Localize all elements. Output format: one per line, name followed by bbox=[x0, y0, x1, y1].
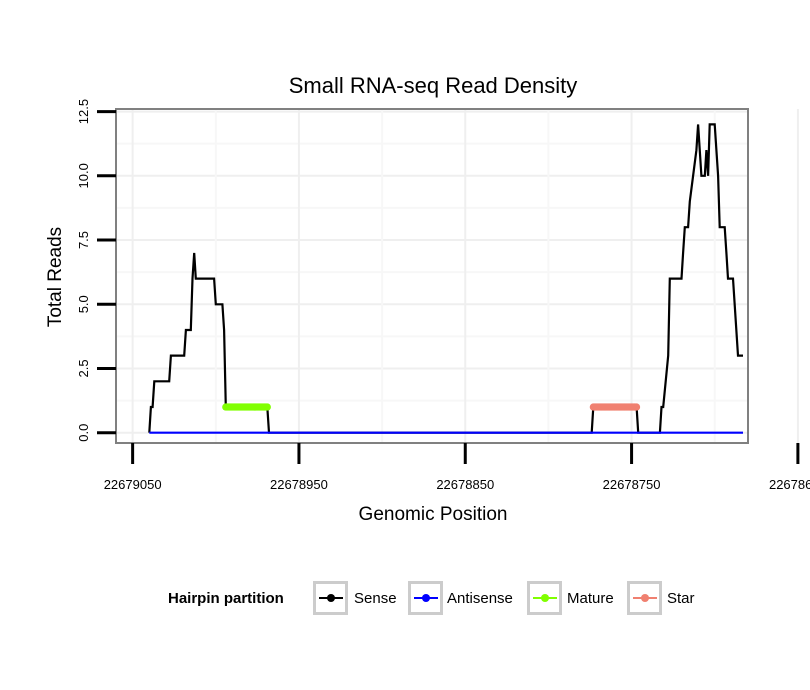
y-tick-label: 2.5 bbox=[76, 359, 91, 377]
legend-label: Sense bbox=[354, 590, 397, 607]
plot-panel bbox=[116, 109, 748, 443]
data-point bbox=[222, 403, 230, 411]
legend-key-point bbox=[541, 594, 549, 602]
x-tick-label: 22679050 bbox=[104, 477, 162, 492]
legend-entry-mature: Mature bbox=[527, 581, 614, 615]
y-tick-label: 10.0 bbox=[76, 163, 91, 188]
grid-lines bbox=[116, 109, 799, 443]
chart-title: Small RNA-seq Read Density bbox=[289, 73, 578, 98]
x-axis: 22679050 22678950 22678850 22678750 22678650 bbox=[104, 443, 810, 492]
legend-entry-star: Star bbox=[627, 581, 695, 615]
y-tick-label: 12.5 bbox=[76, 99, 91, 124]
legend-label: Star bbox=[667, 590, 695, 607]
y-tick-label: 7.5 bbox=[76, 231, 91, 249]
x-axis-title: Genomic Position bbox=[359, 504, 508, 525]
legend-key-point bbox=[641, 594, 649, 602]
series-star-points bbox=[589, 403, 641, 411]
legend: Hairpin partition Sense Antisense Mature St… bbox=[168, 581, 695, 615]
data-series bbox=[148, 123, 743, 434]
y-tick-label: 5.0 bbox=[76, 295, 91, 313]
x-tick-label: 22678650 bbox=[769, 477, 810, 492]
legend-key-point bbox=[422, 594, 430, 602]
series-mature-points bbox=[222, 403, 271, 411]
x-tick-label: 22678850 bbox=[436, 477, 494, 492]
legend-label: Antisense bbox=[447, 590, 513, 607]
y-axis: 0.0 2.5 5.0 7.5 10.0 12.5 bbox=[76, 99, 116, 442]
y-tick-label: 0.0 bbox=[76, 424, 91, 442]
legend-entry-sense: Sense bbox=[313, 581, 397, 615]
x-tick-label: 22678950 bbox=[270, 477, 328, 492]
data-point bbox=[589, 403, 597, 411]
x-tick-label: 22678750 bbox=[603, 477, 661, 492]
legend-key-point bbox=[327, 594, 335, 602]
y-axis-title: Total Reads bbox=[45, 227, 66, 327]
series-sense-line bbox=[148, 123, 743, 434]
legend-label: Mature bbox=[567, 590, 614, 607]
legend-entry-antisense: Antisense bbox=[408, 581, 513, 615]
legend-title: Hairpin partition bbox=[168, 590, 284, 607]
plot-border bbox=[115, 108, 749, 444]
